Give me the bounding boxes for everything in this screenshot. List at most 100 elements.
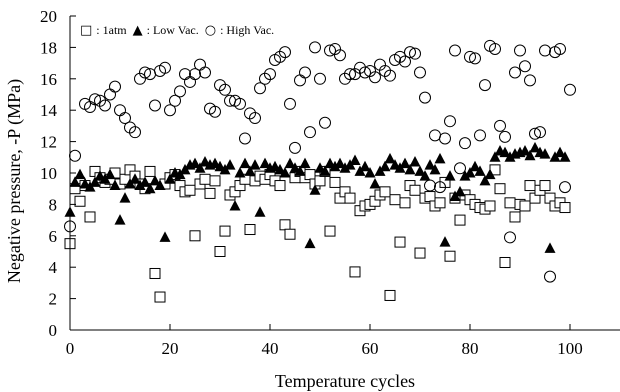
high-vac-point (434, 181, 446, 194)
1atm-point (284, 228, 296, 240)
y-tick-label: 2 (49, 290, 58, 309)
high-vac-point (489, 42, 501, 55)
legend-background (76, 19, 352, 39)
low-vac-point (284, 157, 296, 169)
low-vac-point (504, 151, 516, 162)
high-vac-point (514, 44, 526, 57)
1atm-point (329, 176, 341, 188)
high-vac-point (294, 74, 306, 87)
1atm-point (509, 211, 521, 223)
1atm-point (209, 175, 221, 187)
high-vac-point (159, 61, 171, 74)
1atm-point (384, 289, 396, 301)
y-tick-label: 8 (49, 195, 58, 214)
1atm-point (504, 197, 516, 209)
1atm-point (539, 180, 551, 192)
1atm-point (74, 195, 86, 207)
low-vac-point (474, 165, 486, 176)
y-axis-label: Negative pressure, -P (MPa) (4, 79, 25, 283)
low-vac-point (439, 236, 451, 247)
legend-symbol: □ (80, 23, 92, 38)
low-vac-point (104, 168, 116, 180)
high-vac-point (164, 104, 176, 117)
low-vac-point (149, 174, 161, 186)
low-vac-point (294, 165, 306, 176)
1atm-point (84, 211, 96, 223)
high-vac-point (414, 66, 426, 79)
low-vac-point (349, 154, 361, 165)
high-vac-point (529, 127, 541, 140)
low-vac-point (159, 231, 171, 242)
y-tick-label: 0 (49, 321, 58, 340)
1atm-point (274, 180, 286, 192)
high-vac-point (564, 83, 576, 96)
high-vac-point (74, 174, 86, 187)
1atm-point (154, 291, 166, 303)
low-vac-point (424, 159, 436, 170)
high-vac-point (499, 130, 511, 143)
high-vac-point (559, 181, 571, 194)
low-vac-point (529, 141, 541, 153)
high-vac-point (209, 105, 221, 118)
low-vac-point (404, 163, 416, 175)
x-tick-label: 0 (66, 339, 75, 358)
x-tick-label: 40 (262, 339, 279, 358)
low-vac-point (229, 199, 241, 211)
low-vac-point (369, 177, 381, 189)
low-vac-point (379, 160, 391, 172)
low-vac-point (189, 157, 201, 169)
high-vac-point (444, 115, 456, 128)
low-vac-point (309, 184, 321, 195)
high-vac-point (89, 93, 101, 106)
low-vac-point (384, 152, 396, 164)
high-vac-point (119, 112, 131, 125)
high-vac-point (169, 94, 181, 107)
high-vac-point (449, 44, 461, 57)
high-vac-point (479, 79, 491, 92)
low-vac-point (109, 179, 121, 191)
low-vac-point (339, 162, 351, 173)
high-vac-point (399, 55, 411, 68)
1atm-point (199, 173, 211, 185)
low-vac-point (319, 165, 331, 176)
low-vac-point (154, 179, 166, 191)
low-vac-point (559, 151, 571, 162)
high-vac-point (319, 116, 331, 129)
1atm-point (149, 267, 161, 279)
high-vac-point (509, 66, 521, 79)
low-vac-point (489, 151, 501, 162)
1atm-point (219, 225, 231, 237)
1atm-point (344, 192, 356, 204)
1atm-point (409, 184, 421, 196)
low-vac-point (519, 145, 531, 156)
1atm-point (559, 202, 571, 214)
high-vac-point (174, 85, 186, 98)
low-vac-point (359, 160, 371, 172)
low-vac-point (164, 173, 176, 184)
low-vac-point (364, 167, 376, 178)
high-vac-point (254, 82, 266, 95)
y-tick-label: 12 (40, 133, 57, 152)
1atm-point (424, 191, 436, 203)
low-vac-point (414, 165, 426, 176)
low-vac-point (334, 157, 346, 169)
high-vac-point (219, 83, 231, 96)
low-vac-point (524, 149, 536, 161)
y-tick-label: 18 (40, 38, 57, 57)
high-vac-point (359, 66, 371, 79)
low-vac-point (89, 176, 101, 187)
high-vac-point (539, 44, 551, 57)
1atm-point (499, 256, 511, 268)
1atm-point (324, 225, 336, 237)
high-vac-point (334, 49, 346, 62)
high-vac-point (189, 68, 201, 81)
high-vac-point (404, 46, 416, 59)
low-vac-point (254, 206, 266, 217)
high-vac-point (129, 126, 141, 139)
high-vac-point (304, 126, 316, 139)
high-vac-point (554, 42, 566, 55)
high-vac-point (369, 71, 381, 84)
1atm-point (524, 180, 536, 192)
low-vac-point (239, 157, 251, 169)
